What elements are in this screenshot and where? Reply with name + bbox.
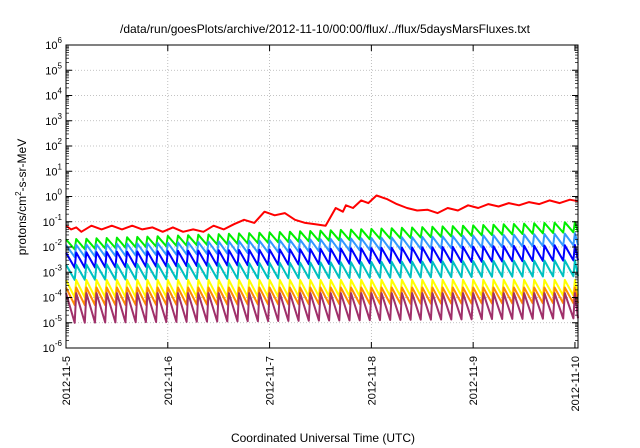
y-tick-label: 105 [45, 61, 62, 77]
series-line [65, 259, 579, 281]
y-tick-label: 102 [45, 137, 62, 153]
y-axis-label-rest: -s-sr-MeV [15, 139, 29, 192]
series-line [65, 220, 579, 251]
y-axis-label-base: protons/cm [15, 196, 29, 255]
chart-title: /data/run/goesPlots/archive/2012-11-10/0… [120, 22, 531, 36]
x-tick-label: 2012-11-5 [61, 356, 73, 405]
y-tick-label: 101 [45, 162, 62, 178]
series-line [65, 292, 579, 324]
y-tick-label: 10-2 [43, 238, 63, 254]
y-tick-label: 106 [45, 36, 62, 52]
series-line [65, 244, 579, 269]
y-tick-label: 10-4 [43, 289, 63, 305]
x-axis-ticks: 2012-11-5 2012-11-6 2012-11-7 2012-11-8 2012… [61, 45, 582, 411]
series-layer [65, 194, 579, 324]
y-axis-label-superscript: 2 [14, 191, 23, 196]
y-tick-label: 10-6 [43, 339, 63, 355]
x-axis-label: Coordinated Universal Time (UTC) [231, 431, 415, 445]
x-tick-label: 2012-11-6 [163, 356, 175, 405]
x-tick-label: 2012-11-9 [468, 356, 480, 405]
series-line [65, 194, 579, 233]
x-tick-label: 2012-11-10 [570, 356, 582, 411]
y-tick-label: 10-1 [43, 213, 63, 229]
x-tick-label: 2012-11-8 [366, 356, 378, 405]
x-tick-label: 2012-11-7 [265, 356, 277, 405]
series-line [65, 232, 579, 258]
y-tick-label: 10-5 [43, 314, 63, 330]
y-tick-label: 10-3 [43, 263, 63, 279]
y-tick-label: 103 [45, 112, 62, 128]
series-line [65, 278, 579, 299]
y-tick-label: 104 [45, 87, 62, 103]
y-tick-label: 100 [45, 188, 62, 204]
y-axis-label: protons/cm2-s-sr-MeV [14, 139, 29, 255]
series-line [65, 286, 579, 307]
